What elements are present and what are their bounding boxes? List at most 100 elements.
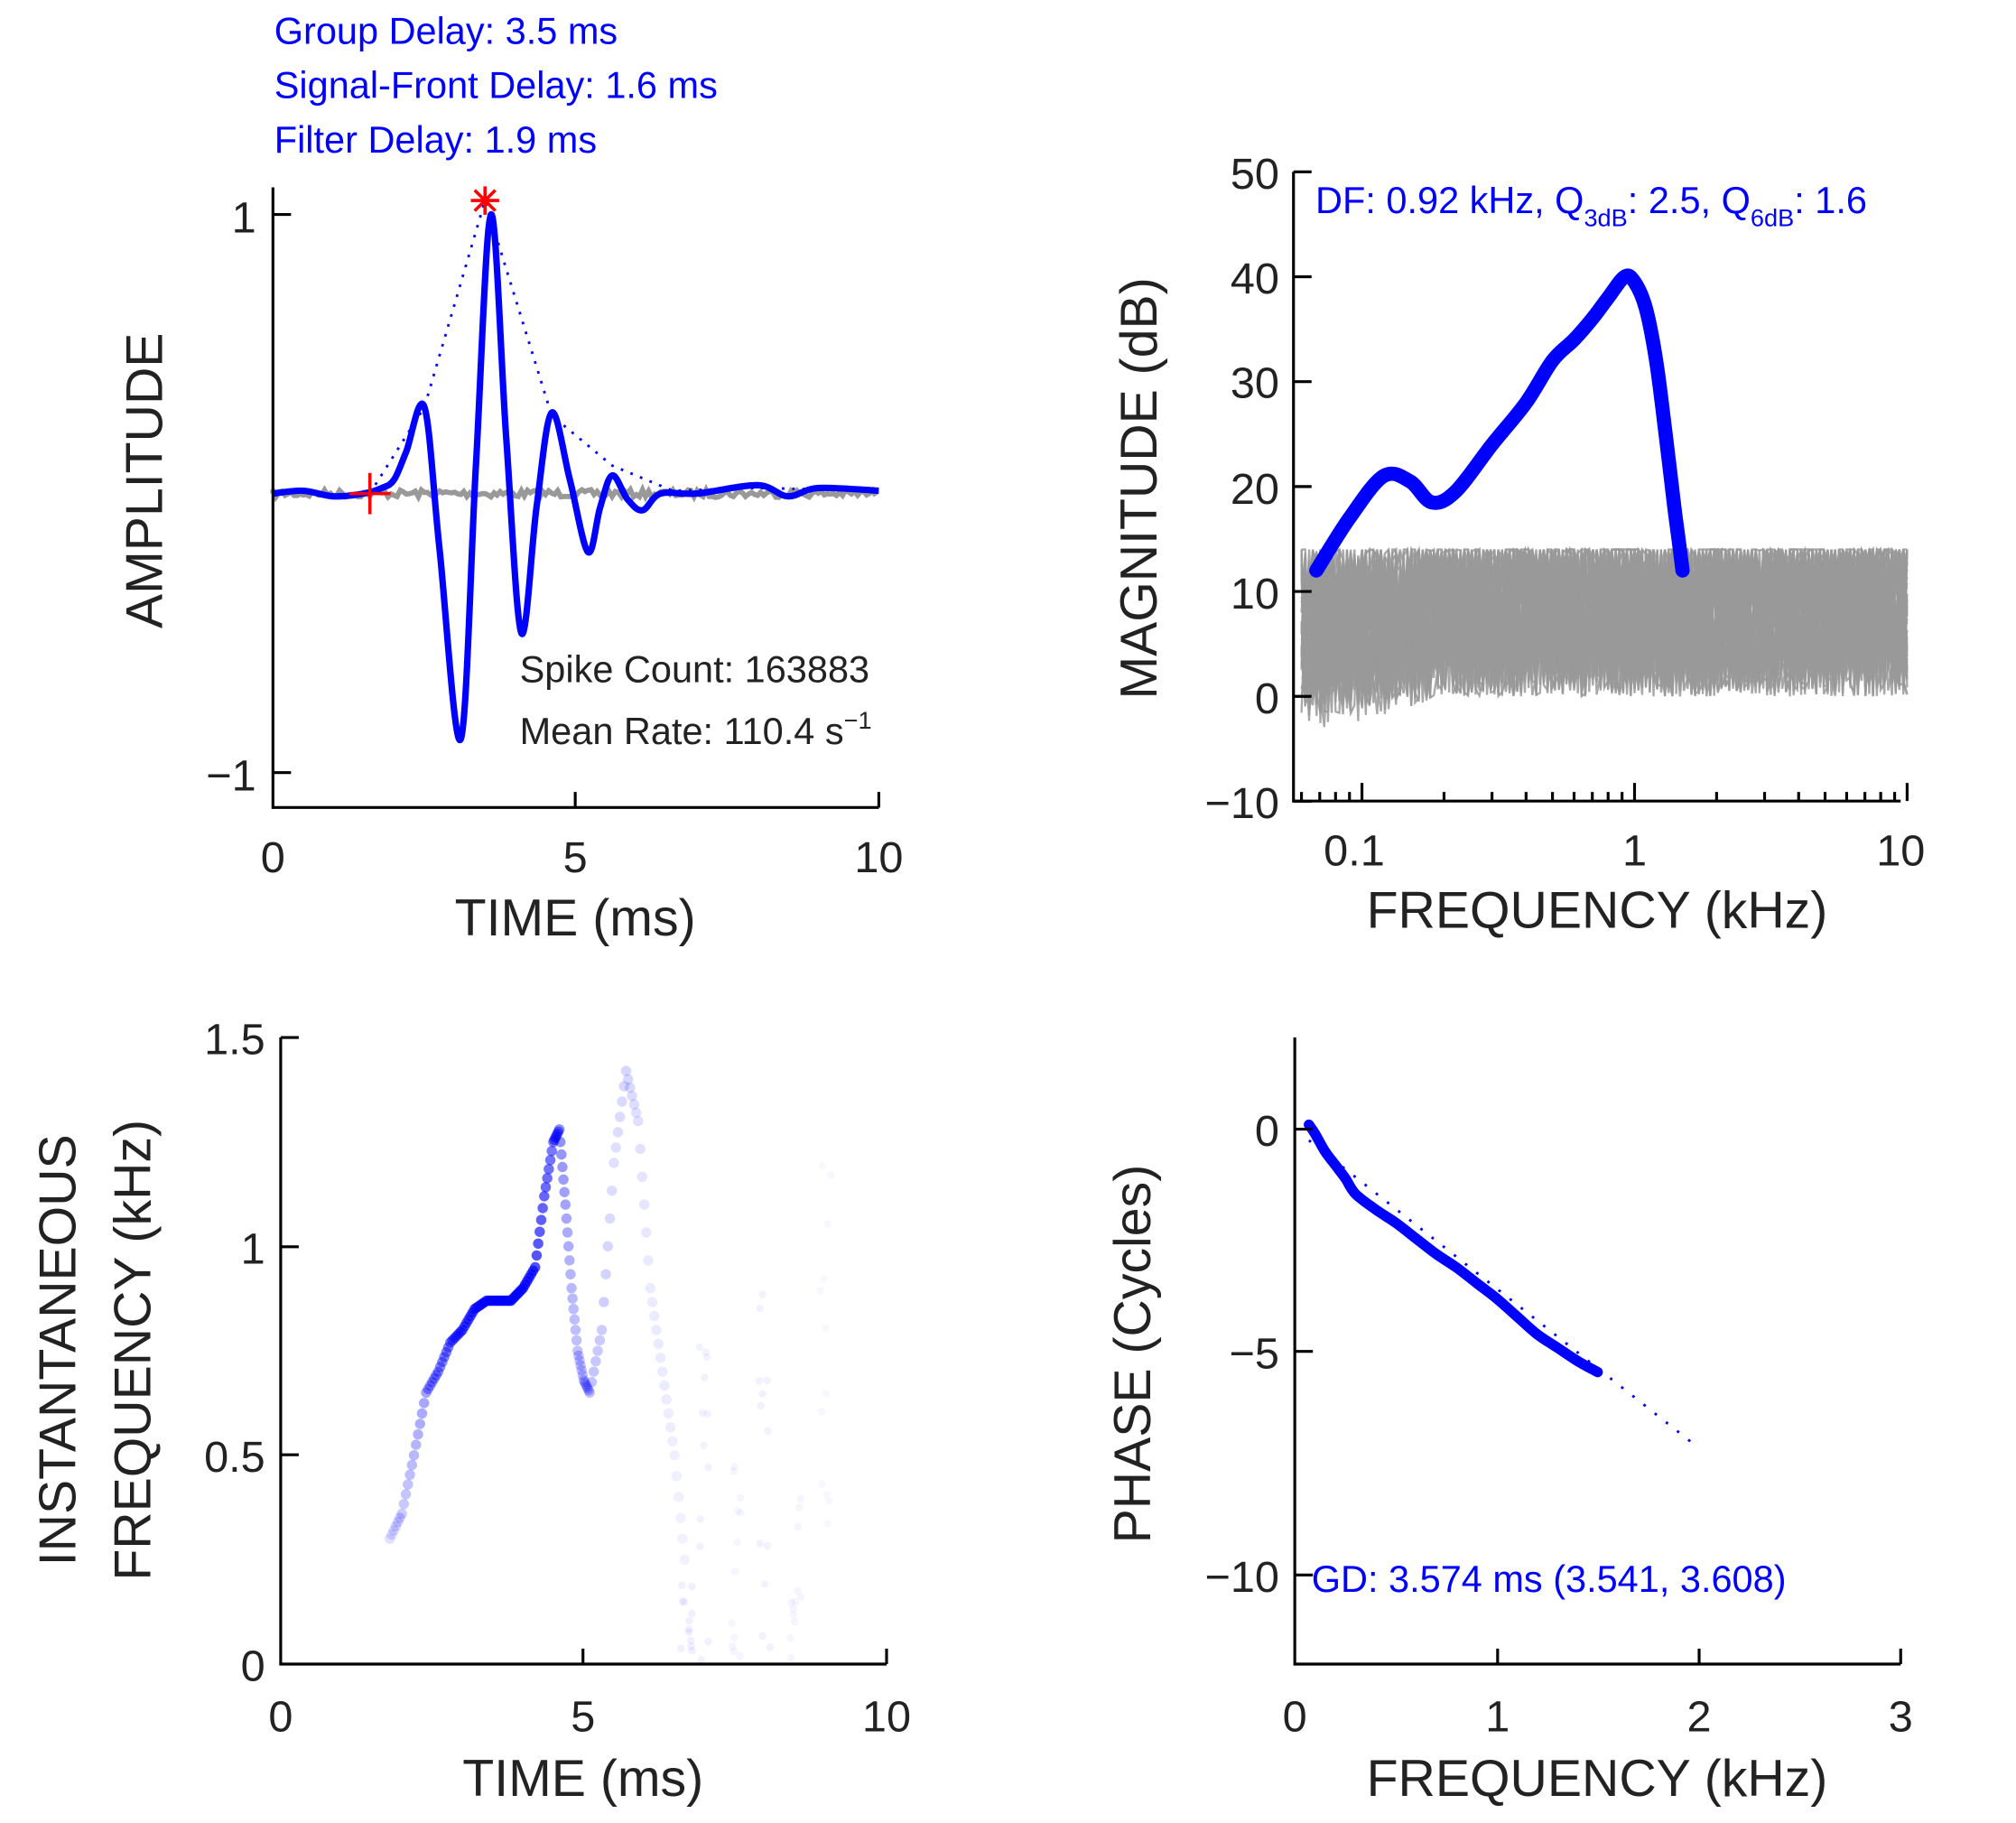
inst-freq-point — [423, 1383, 433, 1395]
inst-freq-point — [818, 1480, 826, 1488]
phase-curve — [1304, 1119, 1603, 1378]
inst-freq-point — [727, 1619, 736, 1628]
df-q-annotation: DF: 0.92 kHz, Q3dB: 2.5, Q6dB: 1.6 — [1315, 179, 1867, 231]
panel-phase: 0 −5 −10 0 1 2 3 FREQUENCY (kHz) PHASE (… — [1104, 1037, 1913, 1808]
inst-freq-point — [604, 1213, 616, 1224]
inst-freq-point — [789, 1610, 798, 1619]
ytick-label: 1 — [232, 194, 256, 243]
inst-freq-point — [586, 1377, 598, 1388]
inst-freq-point — [398, 1498, 410, 1510]
inst-freq-point — [565, 1269, 576, 1279]
inst-freq-point — [677, 1644, 685, 1652]
signal-front-marker — [348, 472, 391, 515]
inst-freq-point — [680, 1598, 688, 1606]
inst-freq-point — [553, 1126, 564, 1137]
inst-freq-point — [550, 1132, 561, 1143]
xtick-label: 0 — [268, 1692, 293, 1741]
inst-freq-point — [673, 1492, 684, 1502]
inst-freq-point — [531, 1250, 543, 1261]
inst-freq-point — [576, 1364, 587, 1376]
ytick-label: 0 — [241, 1642, 265, 1691]
xtick-label: 5 — [563, 833, 588, 882]
inst-freq-point — [787, 1653, 795, 1662]
inst-freq-point — [413, 1428, 423, 1440]
inst-freq-point — [581, 1381, 592, 1392]
gd-annotation: GD: 3.574 ms (3.541, 3.608) — [1312, 1558, 1787, 1600]
xtick-label: 5 — [571, 1692, 595, 1741]
inst-freq-point — [698, 1409, 707, 1418]
inst-freq-point — [610, 1142, 621, 1153]
inst-freq-point — [559, 1186, 570, 1197]
inst-freq-axes — [279, 1037, 887, 1666]
ytick-label: 30 — [1231, 359, 1279, 408]
inst-freq-point — [827, 1171, 835, 1179]
inst-freq-point — [437, 1356, 448, 1368]
inst-freq-ticks — [280, 1036, 888, 1664]
x-axis-label: FREQUENCY (kHz) — [1367, 881, 1828, 939]
inst-freq-point — [573, 1350, 584, 1362]
inst-freq-point — [819, 1162, 827, 1170]
x-axis-label: TIME (ms) — [462, 1750, 703, 1808]
inst-freq-point — [661, 1394, 672, 1405]
inst-freq-point — [790, 1618, 799, 1626]
inst-freq-point — [568, 1304, 579, 1315]
panel-magnitude: 0.1 1 10 50 40 30 20 10 0 −10 FREQUENCY … — [1110, 150, 1925, 939]
inst-freq-point — [569, 1314, 581, 1325]
inst-freq-point — [599, 1297, 609, 1307]
inst-freq-point — [561, 1213, 572, 1224]
inst-freq-point — [656, 1366, 668, 1377]
inst-freq-point — [602, 1241, 614, 1252]
inst-freq-point — [540, 1182, 552, 1193]
inst-freq-point — [636, 1171, 648, 1183]
inst-freq-point — [429, 1373, 440, 1384]
ytick-label: 0 — [1255, 674, 1279, 723]
inst-freq-point — [653, 1338, 664, 1350]
amplitude-plot — [270, 186, 879, 744]
inst-freq-point — [794, 1522, 802, 1531]
inst-freq-point — [592, 1345, 603, 1356]
inst-freq-point — [756, 1304, 765, 1313]
amplitude-ticks — [273, 212, 880, 808]
inst-freq-point — [384, 1533, 395, 1544]
inst-freq-point — [622, 1074, 634, 1085]
inst-freq-point — [400, 1489, 412, 1500]
inst-freq-point — [736, 1508, 745, 1517]
inst-freq-point — [651, 1325, 662, 1335]
inst-freq-point — [396, 1508, 407, 1520]
inst-freq-point — [609, 1158, 619, 1168]
inst-freq-point — [687, 1582, 696, 1591]
ytick-label: −1 — [206, 752, 255, 801]
inst-freq-point — [534, 1226, 545, 1237]
tick-marks — [1293, 170, 1909, 804]
inst-freq-point — [424, 1380, 436, 1391]
y-axis-label: AMPLITUDE — [116, 333, 173, 628]
inst-freq-point — [787, 1598, 795, 1607]
inst-freq-point — [791, 1597, 800, 1606]
envelope-line — [368, 196, 879, 495]
inst-freq-point — [627, 1091, 637, 1102]
inst-freq-point — [439, 1352, 450, 1363]
inst-freq-point — [596, 1325, 608, 1335]
inst-freq-point — [796, 1494, 804, 1503]
x-axis-label: FREQUENCY (kHz) — [1367, 1750, 1828, 1808]
inst-freq-point — [612, 1127, 624, 1138]
y-axis-label-line1: INSTANTANEOUS — [29, 1134, 87, 1566]
inst-freq-point — [411, 1439, 422, 1450]
magnitude-plot — [1300, 268, 1909, 728]
inst-freq-point — [390, 1521, 402, 1532]
inst-freq-point — [688, 1646, 696, 1655]
inst-freq-point — [388, 1525, 399, 1536]
inst-freq-point — [426, 1377, 438, 1388]
inst-freq-point — [552, 1128, 563, 1139]
ytick-label: 50 — [1231, 150, 1279, 199]
inst-freq-point — [822, 1325, 830, 1333]
x-axis-label: TIME (ms) — [455, 889, 696, 947]
inst-freq-point — [630, 1107, 642, 1119]
inst-freq-point — [763, 1376, 771, 1385]
phase-plot — [1304, 1119, 1700, 1449]
inst-freq-point — [729, 1633, 739, 1642]
ytick-label: 1.5 — [204, 1016, 265, 1065]
inst-freq-point — [702, 1353, 711, 1362]
ytick-label: 10 — [1231, 570, 1279, 619]
